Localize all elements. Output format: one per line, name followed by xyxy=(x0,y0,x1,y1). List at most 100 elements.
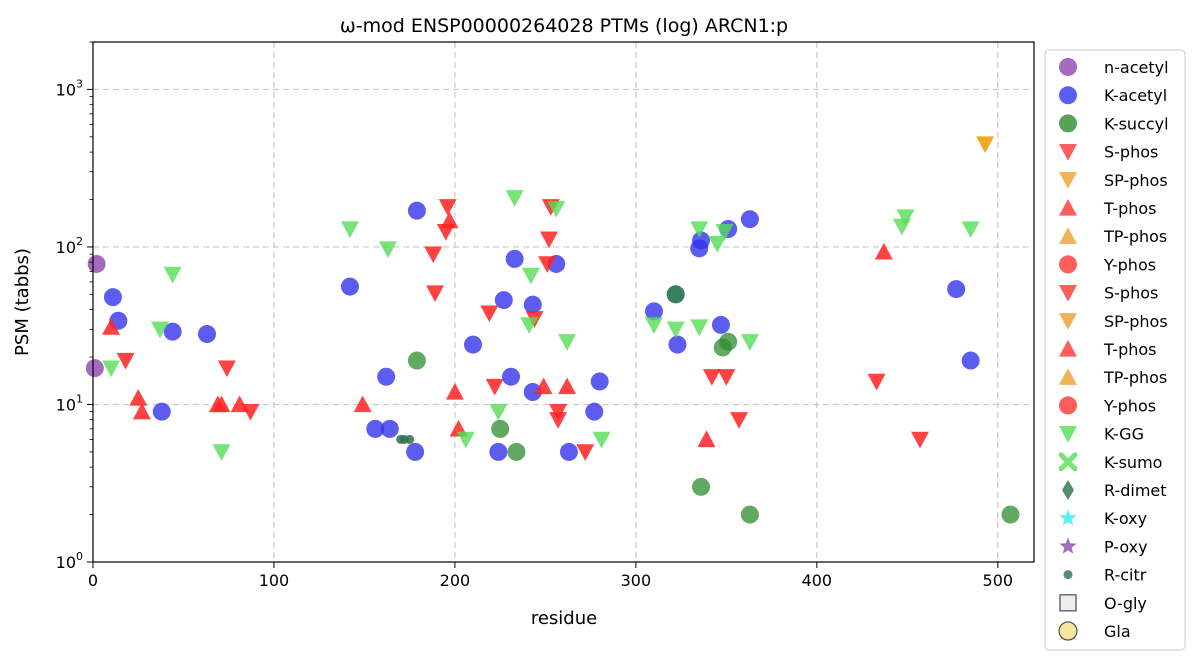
point-S-phos xyxy=(540,231,559,249)
legend-label: n-acetyl xyxy=(1104,58,1169,77)
series-K-acetyl xyxy=(103,201,980,461)
legend-marker-K-succyl xyxy=(1059,114,1077,133)
point-K-acetyl xyxy=(523,383,542,402)
point-K-GG xyxy=(340,221,359,238)
legend-marker-Y-phos xyxy=(1059,255,1077,274)
point-T-phos xyxy=(132,402,151,420)
legend-label: K-GG xyxy=(1104,425,1144,444)
chart-title: ω-mod ENSP00000264028 PTMs (log) ARCN1:p xyxy=(340,15,788,37)
legend-item: S-phos xyxy=(1059,284,1158,303)
point-S-phos xyxy=(576,444,595,461)
point-K-acetyl xyxy=(961,351,980,370)
point-K-acetyl xyxy=(489,442,508,461)
point-K-acetyl xyxy=(407,201,426,220)
legend-item: K-succyl xyxy=(1059,114,1169,133)
point-K-acetyl xyxy=(494,291,513,310)
point-K-GG xyxy=(521,267,540,285)
legend-marker-TP-phos xyxy=(1059,227,1077,244)
point-S-phos xyxy=(438,199,457,216)
y-axis-ticks: 100 101 102 103 xyxy=(56,41,93,572)
x-tick-label: 100 xyxy=(259,571,290,590)
point-K-acetyl xyxy=(740,210,759,229)
legend-label: O-gly xyxy=(1104,594,1147,613)
point-K-acetyl xyxy=(505,249,524,268)
legend-label: Gla xyxy=(1104,622,1131,641)
point-K-acetyl xyxy=(585,402,604,421)
legend-marker-K-sumo xyxy=(1058,452,1078,472)
legend-item: K-sumo xyxy=(1058,452,1162,472)
point-T-phos xyxy=(440,211,459,229)
series-S-phos xyxy=(116,199,929,461)
point-K-acetyl xyxy=(668,335,687,354)
point-K-GG xyxy=(505,190,524,207)
legend-item: Y-phos xyxy=(1059,255,1156,274)
plot-frame xyxy=(92,41,1035,563)
point-K-GG xyxy=(740,334,759,351)
series-n-acetyl xyxy=(85,254,106,378)
point-K-succyl xyxy=(740,505,759,524)
y-tick-label: 101 xyxy=(56,392,83,414)
point-K-succyl xyxy=(507,442,526,461)
point-T-phos xyxy=(445,383,464,400)
point-K-GG xyxy=(961,221,980,238)
point-SP-phos xyxy=(976,136,995,154)
point-S-phos xyxy=(538,256,557,273)
point-R-citr xyxy=(405,434,415,444)
point-S-phos xyxy=(702,369,721,386)
x-tick-label: 400 xyxy=(802,571,833,590)
x-tick-label: 200 xyxy=(440,571,471,590)
point-K-GG xyxy=(378,241,397,259)
point-K-GG xyxy=(644,317,663,334)
series-SP-phos xyxy=(976,136,995,154)
point-K-GG xyxy=(102,360,121,378)
point-S-phos xyxy=(730,412,749,429)
legend-label: TP-phos xyxy=(1103,227,1167,246)
legend-marker-O-gly xyxy=(1059,594,1077,612)
point-K-acetyl xyxy=(163,322,182,341)
legend-item: S-phos xyxy=(1059,143,1158,162)
point-K-acetyl xyxy=(103,288,122,307)
point-S-phos xyxy=(485,378,504,396)
point-T-phos xyxy=(212,395,231,413)
point-K-acetyl xyxy=(340,277,359,296)
point-K-GG xyxy=(715,224,734,241)
legend-label: K-succyl xyxy=(1104,114,1169,133)
legend-label: K-acetyl xyxy=(1104,86,1167,105)
point-K-GG xyxy=(212,444,231,461)
legend-marker-Y-phos xyxy=(1059,396,1077,415)
point-T-phos xyxy=(353,395,372,413)
x-tick-label: 300 xyxy=(621,571,652,590)
legend-item: Gla xyxy=(1058,621,1131,641)
legend-label: Y-phos xyxy=(1103,255,1156,274)
point-K-acetyl xyxy=(366,419,385,438)
legend-label: T-phos xyxy=(1103,340,1157,359)
y-tick-label: 103 xyxy=(56,77,83,99)
legend-label: K-oxy xyxy=(1104,509,1147,528)
legend-marker-R-dimet xyxy=(1062,480,1074,500)
legend-label: SP-phos xyxy=(1104,312,1168,331)
point-K-acetyl xyxy=(502,367,521,386)
point-K-GG xyxy=(690,319,709,337)
y-axis-label: PSM (tabbs) xyxy=(12,248,33,356)
data-points xyxy=(85,136,1020,524)
series-R-citr xyxy=(396,434,415,444)
point-K-GG xyxy=(520,317,539,334)
legend: n-acetyl K-acetyl K-succyl S-phos SP-phos T-p… xyxy=(1044,49,1186,651)
legend-marker-K-GG xyxy=(1059,425,1077,443)
point-K-acetyl xyxy=(152,402,171,421)
legend-label: R-dimet xyxy=(1104,481,1167,500)
legend-marker-Gla xyxy=(1058,621,1078,641)
point-S-phos xyxy=(217,360,236,378)
point-K-acetyl xyxy=(644,302,663,321)
point-K-succyl xyxy=(407,351,426,370)
point-K-acetyl xyxy=(464,335,483,354)
point-n-acetyl xyxy=(87,254,106,273)
point-K-GG xyxy=(592,431,611,449)
point-K-GG xyxy=(896,209,915,226)
point-K-GG xyxy=(163,266,182,284)
y-tick-label: 100 xyxy=(56,550,83,572)
legend-item: K-GG xyxy=(1059,425,1144,444)
legend-item: T-phos xyxy=(1059,199,1157,218)
legend-item: SP-phos xyxy=(1059,312,1168,331)
